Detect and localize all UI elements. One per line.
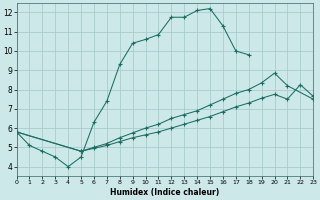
X-axis label: Humidex (Indice chaleur): Humidex (Indice chaleur): [110, 188, 220, 197]
